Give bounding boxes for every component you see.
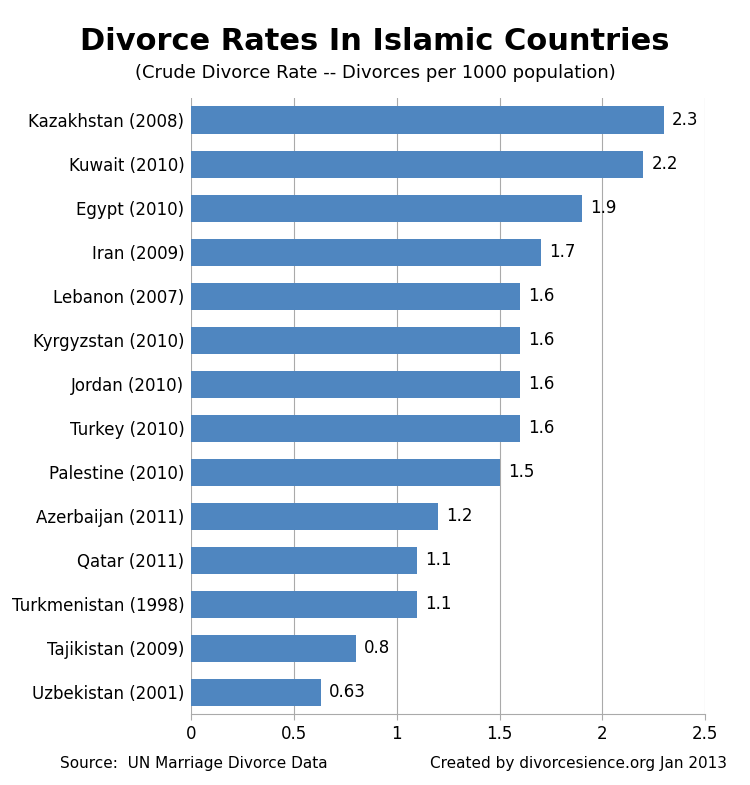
Text: 1.7: 1.7: [549, 243, 575, 261]
Text: 1.6: 1.6: [528, 331, 555, 349]
Bar: [191, 107, 664, 133]
Bar: [191, 458, 500, 486]
Bar: [191, 195, 582, 222]
Text: Divorce Rates In Islamic Countries: Divorce Rates In Islamic Countries: [80, 27, 670, 57]
Text: 1.1: 1.1: [425, 595, 452, 613]
Text: 2.2: 2.2: [652, 155, 678, 173]
Text: (Crude Divorce Rate -- Divorces per 1000 population): (Crude Divorce Rate -- Divorces per 1000…: [135, 64, 615, 82]
Text: 1.9: 1.9: [590, 199, 616, 217]
Text: 2.3: 2.3: [672, 111, 698, 130]
Bar: [191, 502, 438, 530]
Text: 0.63: 0.63: [329, 683, 366, 701]
Bar: [191, 239, 541, 266]
Text: 1.2: 1.2: [446, 507, 472, 525]
Bar: [191, 371, 520, 398]
Bar: [191, 679, 321, 706]
Bar: [191, 283, 520, 310]
Bar: [191, 546, 417, 574]
Bar: [191, 635, 356, 662]
Text: 1.1: 1.1: [425, 551, 452, 569]
Bar: [191, 414, 520, 442]
Text: 1.6: 1.6: [528, 287, 555, 305]
Text: Source:  UN Marriage Divorce Data: Source: UN Marriage Divorce Data: [60, 756, 328, 771]
Text: 1.6: 1.6: [528, 419, 555, 437]
Text: 1.6: 1.6: [528, 375, 555, 393]
Text: 0.8: 0.8: [364, 639, 390, 657]
Bar: [191, 327, 520, 354]
Text: 1.5: 1.5: [508, 463, 534, 481]
Text: Created by divorcesience.org Jan 2013: Created by divorcesience.org Jan 2013: [430, 756, 728, 771]
Bar: [191, 151, 644, 177]
Bar: [191, 590, 417, 618]
